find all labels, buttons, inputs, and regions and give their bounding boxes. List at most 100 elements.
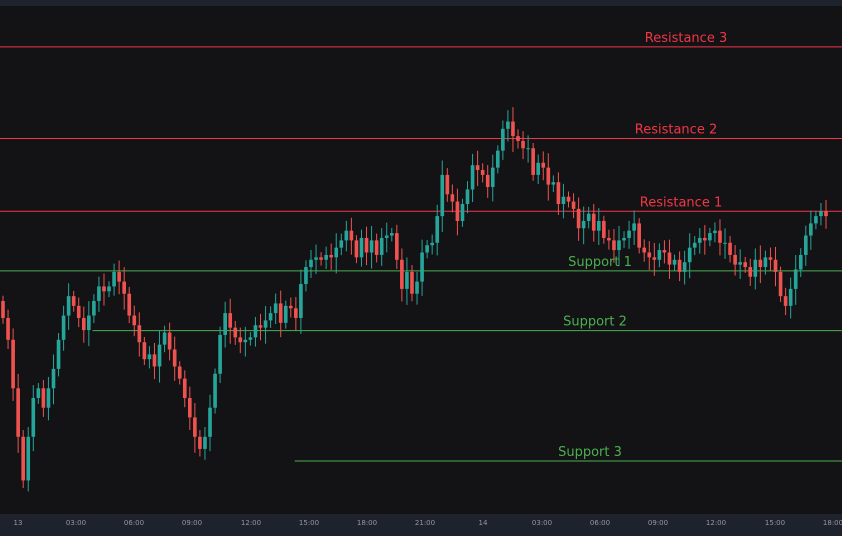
- candle[interactable]: [612, 229, 616, 263]
- candle[interactable]: [667, 239, 672, 279]
- candle[interactable]: [743, 256, 748, 273]
- candle[interactable]: [1, 295, 5, 324]
- candle[interactable]: [182, 370, 187, 408]
- candle[interactable]: [395, 224, 399, 269]
- candle[interactable]: [374, 233, 379, 263]
- candle[interactable]: [723, 228, 727, 259]
- candle[interactable]: [642, 239, 647, 262]
- candle[interactable]: [672, 254, 677, 271]
- candle[interactable]: [778, 266, 783, 302]
- candle[interactable]: [344, 220, 349, 252]
- candle[interactable]: [359, 229, 364, 267]
- candle[interactable]: [561, 183, 566, 219]
- candle[interactable]: [632, 210, 636, 245]
- candle[interactable]: [66, 283, 71, 330]
- candle[interactable]: [379, 228, 384, 266]
- candle[interactable]: [768, 247, 773, 271]
- candle[interactable]: [71, 290, 76, 312]
- candle[interactable]: [152, 343, 157, 380]
- candle[interactable]: [283, 300, 288, 329]
- candle[interactable]: [117, 260, 121, 295]
- candle[interactable]: [521, 131, 525, 160]
- candle[interactable]: [127, 286, 132, 324]
- candle[interactable]: [516, 129, 520, 149]
- candle[interactable]: [824, 199, 828, 229]
- candle[interactable]: [87, 301, 91, 347]
- candle[interactable]: [622, 231, 626, 248]
- candle[interactable]: [36, 383, 41, 404]
- candle[interactable]: [647, 241, 652, 270]
- candle[interactable]: [627, 220, 631, 249]
- candle[interactable]: [384, 222, 389, 253]
- candle[interactable]: [657, 243, 662, 268]
- candle[interactable]: [309, 249, 313, 278]
- candle[interactable]: [652, 242, 657, 276]
- candle[interactable]: [440, 160, 445, 233]
- candle[interactable]: [490, 154, 495, 202]
- candle[interactable]: [304, 260, 308, 292]
- candle[interactable]: [288, 297, 293, 318]
- candle[interactable]: [748, 258, 753, 286]
- candle[interactable]: [425, 239, 429, 259]
- candle[interactable]: [783, 287, 788, 316]
- candle[interactable]: [273, 293, 278, 325]
- candle[interactable]: [763, 250, 768, 275]
- candle[interactable]: [253, 316, 258, 347]
- candle[interactable]: [526, 135, 530, 163]
- candle[interactable]: [81, 306, 86, 343]
- candle[interactable]: [389, 227, 394, 242]
- candle[interactable]: [334, 233, 339, 274]
- candle[interactable]: [92, 294, 96, 324]
- candle[interactable]: [501, 120, 505, 160]
- candle[interactable]: [541, 151, 546, 181]
- candle[interactable]: [536, 154, 541, 185]
- candle[interactable]: [713, 222, 717, 243]
- candle[interactable]: [56, 333, 61, 377]
- candle[interactable]: [465, 181, 470, 214]
- candle[interactable]: [364, 226, 369, 266]
- candle[interactable]: [157, 330, 162, 383]
- candle[interactable]: [420, 239, 424, 296]
- candle[interactable]: [198, 430, 202, 457]
- candle[interactable]: [788, 277, 793, 319]
- candle[interactable]: [354, 235, 359, 264]
- candle[interactable]: [637, 218, 642, 254]
- candle[interactable]: [485, 165, 490, 198]
- candle[interactable]: [728, 236, 732, 263]
- candle[interactable]: [703, 225, 707, 255]
- candle[interactable]: [238, 327, 243, 354]
- candle[interactable]: [576, 197, 581, 241]
- candle[interactable]: [798, 248, 803, 277]
- candle[interactable]: [480, 163, 485, 183]
- candle[interactable]: [470, 153, 475, 203]
- candle[interactable]: [218, 326, 222, 383]
- candle[interactable]: [102, 273, 106, 306]
- candle[interactable]: [294, 296, 298, 331]
- candle[interactable]: [758, 245, 763, 284]
- candle[interactable]: [571, 193, 576, 219]
- candle[interactable]: [445, 168, 450, 202]
- candle[interactable]: [228, 298, 233, 344]
- candle[interactable]: [455, 188, 460, 236]
- candle[interactable]: [814, 210, 818, 230]
- candle[interactable]: [692, 236, 697, 256]
- candle[interactable]: [733, 245, 737, 276]
- candle[interactable]: [122, 267, 126, 310]
- candle[interactable]: [369, 225, 374, 269]
- candle[interactable]: [495, 145, 500, 174]
- candle[interactable]: [107, 281, 111, 298]
- candle[interactable]: [435, 204, 440, 256]
- candle[interactable]: [329, 243, 334, 270]
- candle[interactable]: [46, 376, 51, 421]
- candle[interactable]: [809, 210, 813, 250]
- candle[interactable]: [607, 229, 611, 250]
- candle[interactable]: [26, 426, 31, 492]
- candle[interactable]: [339, 233, 344, 256]
- candle[interactable]: [708, 227, 712, 247]
- candle[interactable]: [803, 225, 808, 266]
- candle[interactable]: [16, 373, 20, 453]
- candle[interactable]: [61, 305, 66, 351]
- candle[interactable]: [112, 263, 116, 296]
- candle[interactable]: [556, 172, 561, 215]
- candle[interactable]: [142, 336, 147, 366]
